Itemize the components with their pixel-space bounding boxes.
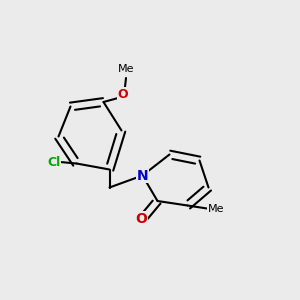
Text: Cl: Cl	[47, 155, 61, 169]
Text: Me: Me	[118, 64, 134, 74]
Text: Me: Me	[208, 203, 224, 214]
Text: O: O	[135, 212, 147, 226]
Text: O: O	[118, 88, 128, 101]
Text: N: N	[137, 169, 148, 182]
